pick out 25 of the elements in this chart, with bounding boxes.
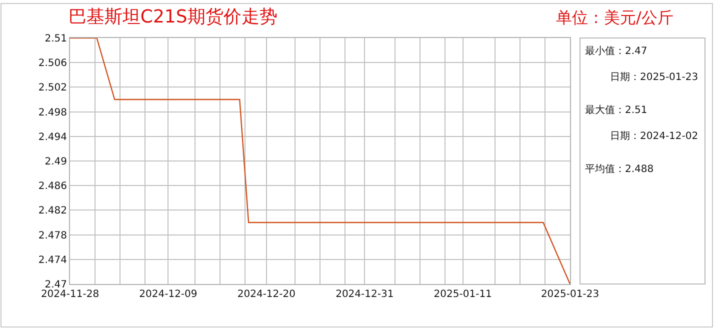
y-tick-label: 2.502 <box>38 82 67 94</box>
y-tick-label: 2.51 <box>44 34 67 44</box>
x-tick-label: 2025-01-23 <box>540 289 600 300</box>
y-tick-label: 2.482 <box>38 206 67 217</box>
y-tick-label: 2.494 <box>38 132 67 143</box>
line-series <box>70 38 570 284</box>
y-tick-label: 2.498 <box>38 107 67 118</box>
text: 日期：2025-01-23 <box>610 71 698 83</box>
y-tick-label: 2.486 <box>38 181 67 192</box>
text: 平均值：2.488 <box>585 163 654 175</box>
chart-title: 巴基斯坦C21S期货价走势 <box>68 6 278 28</box>
y-tick-label: 2.478 <box>38 230 67 242</box>
x-tick-label: 2024-11-28 <box>40 289 100 300</box>
text: 日期：2024-12-02 <box>610 130 698 142</box>
y-tick-label: 2.506 <box>38 58 67 70</box>
text: 单位：美元/公斤 <box>556 8 674 27</box>
x-tick-label: 2024-12-31 <box>336 289 394 300</box>
x-tick-label: 2024-12-20 <box>237 289 296 300</box>
x-tick-label: 2024-12-09 <box>139 289 198 300</box>
y-tick-label: 2.474 <box>38 254 67 266</box>
y-tick-label: 2.47 <box>44 280 67 290</box>
text: 最大值：2.51 <box>585 104 648 116</box>
y-tick-label: 2.49 <box>44 156 67 168</box>
x-tick-label: 2025-01-11 <box>434 289 492 300</box>
text: 最小值：2.47 <box>585 45 648 57</box>
